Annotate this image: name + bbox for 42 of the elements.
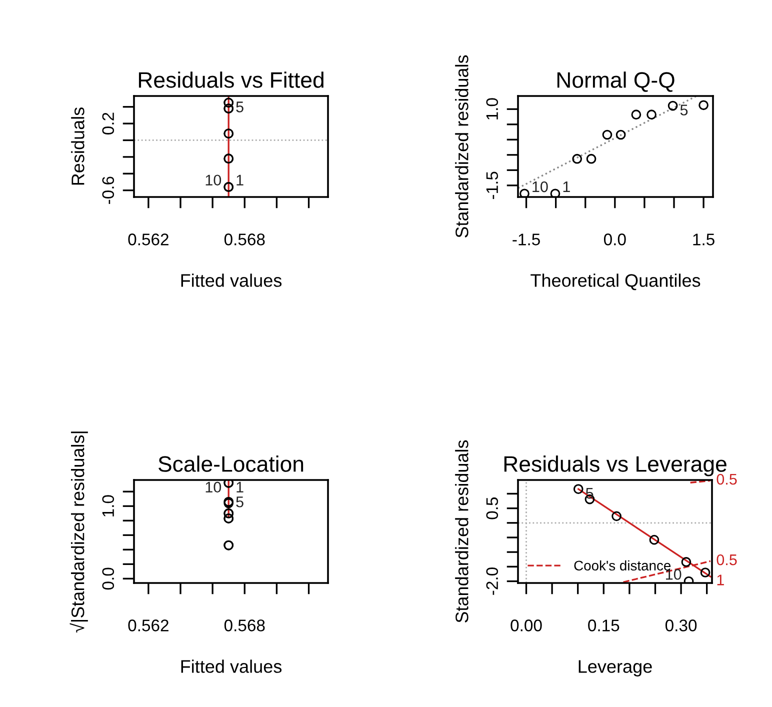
chart-title: Residuals vs Fitted — [138, 72, 324, 88]
chart-title: Scale-Location — [158, 456, 304, 472]
y-tick-label: 0.2 — [102, 112, 114, 134]
legend-label: Cook's distance — [574, 560, 671, 571]
y-tick-label: -0.6 — [102, 176, 114, 204]
y-tick-label: 1.0 — [102, 495, 114, 516]
y-tick-label: 0.5 — [486, 497, 498, 520]
y-axis-title: Standardized residuals — [455, 55, 468, 238]
x-tick-label: 0.562 — [128, 234, 168, 246]
x-tick-label: 0.15 — [588, 620, 620, 632]
y-tick-label: 1.0 — [486, 98, 498, 120]
annotation: 1 — [236, 174, 244, 186]
y-tick-label: -2.0 — [486, 568, 498, 595]
x-tick-label: 0.568 — [224, 234, 265, 246]
annotation: 5 — [236, 496, 244, 508]
x-tick-label: 1.5 — [693, 234, 714, 246]
x-tick-label: 0.30 — [665, 620, 697, 632]
annotation: 1 — [236, 482, 244, 492]
x-axis-title: Leverage — [578, 660, 652, 676]
x-tick-label: -1.5 — [512, 234, 540, 246]
y-axis-title: Residuals — [71, 108, 84, 185]
annotation: 5 — [236, 102, 244, 112]
annotation: 0.5 — [716, 554, 737, 566]
x-axis-title: Fitted values — [181, 274, 282, 287]
annotation: 10 — [666, 568, 682, 580]
annotation: 1 — [717, 574, 724, 586]
chart-title: Normal Q-Q — [557, 72, 674, 92]
x-tick-label: 0.00 — [510, 620, 542, 632]
y-axis-title: √|Standardized residuals| — [70, 432, 88, 633]
annotation: 10 — [206, 174, 222, 186]
annotation: 10 — [532, 181, 548, 192]
y-axis-title: Standardized residuals — [455, 440, 468, 623]
y-tick-label: 0.0 — [102, 568, 114, 590]
annotation: 10 — [206, 482, 222, 493]
x-tick-label: 0.568 — [224, 620, 265, 632]
x-tick-label: 0.562 — [128, 620, 168, 632]
x-tick-label: 0.0 — [604, 234, 626, 246]
annotation: 1 — [563, 182, 570, 192]
x-axis-title: Theoretical Quantiles — [530, 274, 700, 290]
x-axis-title: Fitted values — [181, 660, 282, 673]
annotation: 5 — [680, 104, 688, 116]
y-tick-label: -1.5 — [486, 172, 498, 200]
